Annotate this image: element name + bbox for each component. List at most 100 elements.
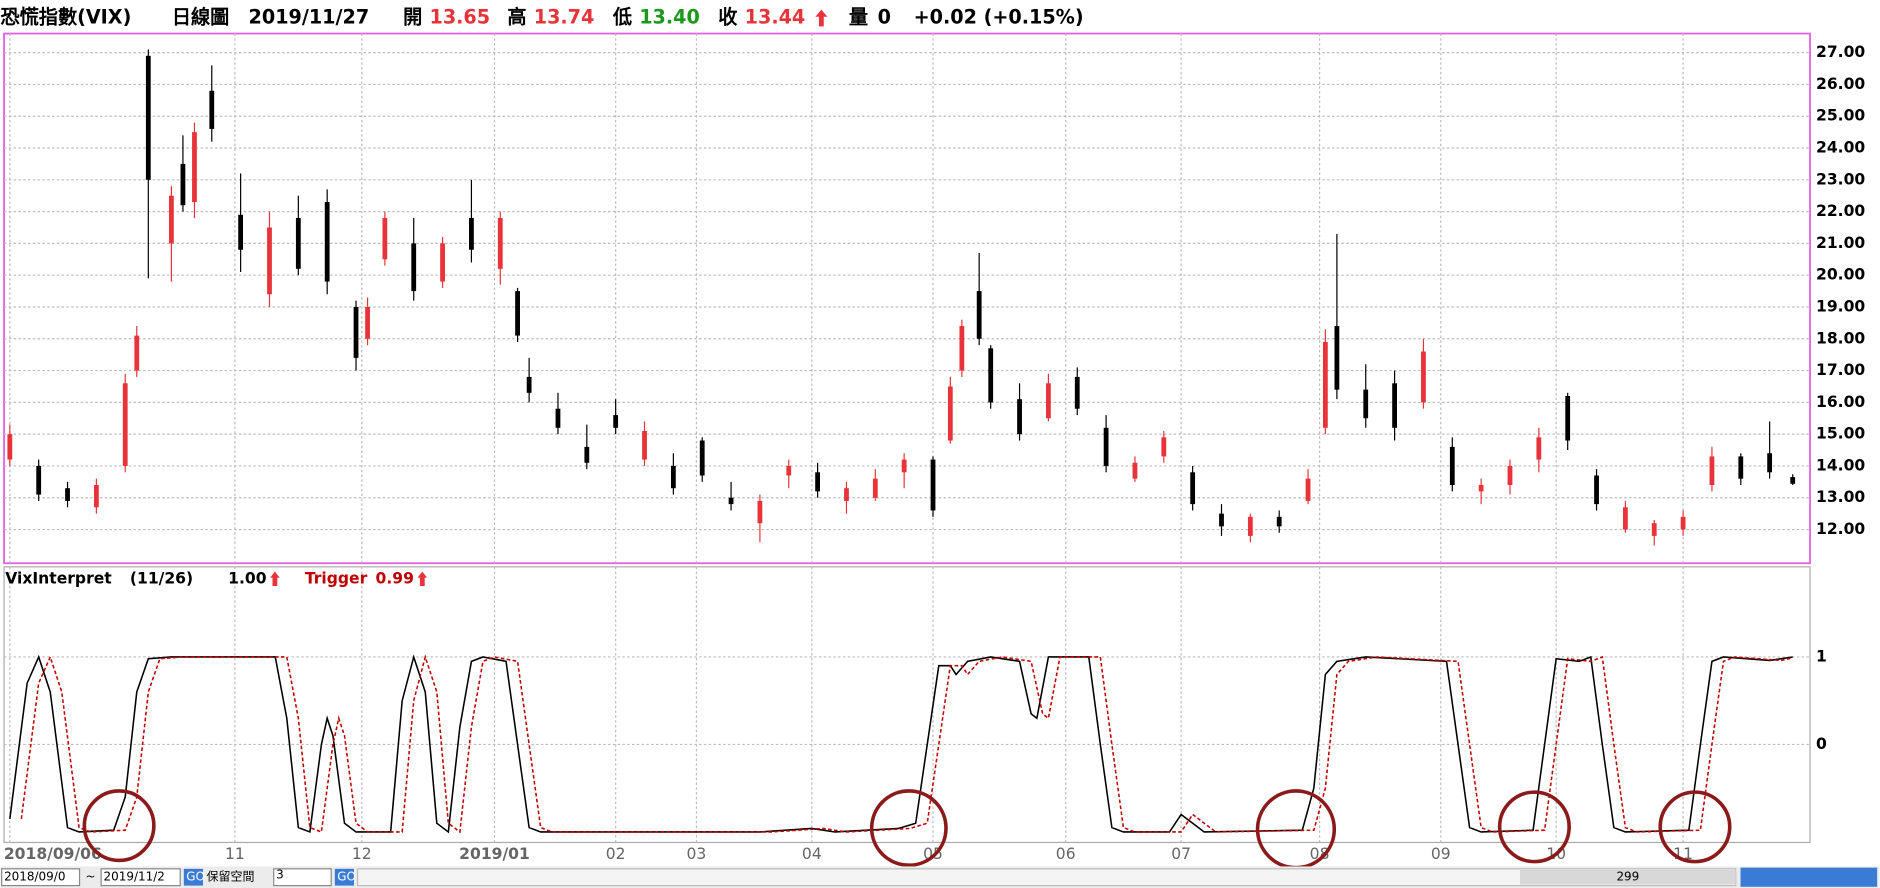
candle-body xyxy=(1738,456,1744,479)
date-from-text: 2018/09/0 xyxy=(4,870,65,884)
candle-body xyxy=(1046,383,1051,419)
highlight-circle xyxy=(1658,790,1732,864)
candle-body xyxy=(7,434,13,460)
go-text: GO xyxy=(337,870,356,884)
period: 日線圖 xyxy=(172,5,229,28)
reserve-value: 3 xyxy=(276,867,284,881)
y-tick-label: 24.00 xyxy=(1816,139,1865,157)
candle-body xyxy=(238,214,244,250)
up-arrow xyxy=(815,9,828,27)
candle-body xyxy=(122,383,128,466)
candle-body xyxy=(324,202,330,282)
price-panel-border xyxy=(3,32,1811,565)
candle-body xyxy=(584,446,590,463)
indicator-line xyxy=(20,654,1793,834)
open-value: 13.65 xyxy=(429,5,490,28)
candle-body xyxy=(1190,472,1196,505)
date-from[interactable] xyxy=(1,868,81,887)
candle-body xyxy=(411,243,417,292)
indicator-line xyxy=(9,654,1793,834)
go-button[interactable] xyxy=(183,868,203,886)
candle-body xyxy=(1565,396,1571,441)
y-tick-label: 23.00 xyxy=(1816,170,1865,188)
close-value: 13.44 xyxy=(745,5,806,28)
legend-date: (11/26) xyxy=(130,569,193,587)
reserve-input[interactable] xyxy=(273,868,332,887)
candle-body xyxy=(1132,462,1138,479)
candle-body xyxy=(844,488,849,501)
open-label: 開 xyxy=(403,5,422,28)
y-tick-label: 16.00 xyxy=(1816,393,1865,411)
candle-body xyxy=(382,217,388,260)
y-tick-label: 20.00 xyxy=(1816,266,1865,284)
grid: 12.00 13.00 14.00 15.00 16.00 17.00 18.00 19.00… xyxy=(4,33,1865,863)
highlight-circle xyxy=(82,789,156,863)
x-tick-label: 06 xyxy=(1056,845,1076,863)
date-to-text: 2019/11/2 xyxy=(104,870,165,884)
y-tick-label: 13.00 xyxy=(1816,488,1865,506)
x-tick-label: 03 xyxy=(687,845,707,863)
candle-body xyxy=(947,386,953,441)
candle-body xyxy=(1709,456,1715,486)
x-tick-label: 12 xyxy=(352,845,372,863)
candle-body xyxy=(901,459,907,473)
candle-body xyxy=(1507,465,1513,486)
candle-body xyxy=(469,217,474,250)
candle-body xyxy=(670,465,676,489)
candle-body xyxy=(1478,485,1484,492)
y-tick-label: 0 xyxy=(1816,735,1827,753)
x-tick-label: 08 xyxy=(1310,845,1330,863)
x-tick-label: 2019/01 xyxy=(459,845,530,863)
low-value: 13.40 xyxy=(639,5,700,28)
candle-body xyxy=(36,465,42,495)
candle-body xyxy=(168,195,174,244)
scroll-thumb[interactable] xyxy=(1520,870,1736,885)
candle-body xyxy=(1334,326,1340,390)
y-tick-label: 12.00 xyxy=(1816,520,1865,538)
y-tick-label: 26.00 xyxy=(1816,75,1865,93)
highlight-circle xyxy=(1497,790,1571,864)
candle-body xyxy=(699,440,705,476)
candle-body xyxy=(1103,427,1109,466)
candle-body xyxy=(440,243,445,282)
candle-body xyxy=(728,497,734,505)
candle-body xyxy=(1790,477,1796,484)
reserve-label: 保留空間 xyxy=(207,870,255,884)
volume-value: 0 xyxy=(878,5,891,28)
marks xyxy=(7,49,1796,834)
date: 2019/11/27 xyxy=(249,5,370,28)
toolbar: 2018/09/0 ~ 2019/11/2 GO 保留空間 3 GO 299 xyxy=(0,866,1880,888)
candle-body xyxy=(180,163,186,206)
high-value: 13.74 xyxy=(534,5,595,28)
legend-value: 1.00 xyxy=(228,569,267,587)
candle-body xyxy=(209,90,215,129)
go-button[interactable] xyxy=(334,868,354,886)
nav-buttons[interactable] xyxy=(1740,867,1878,887)
date-to[interactable] xyxy=(100,868,181,887)
candle-body xyxy=(515,291,520,336)
candle-body xyxy=(1622,507,1628,530)
candle-body xyxy=(1219,513,1224,527)
candle-body xyxy=(786,465,792,476)
low-label: 低 xyxy=(612,5,632,28)
candle-body xyxy=(555,408,561,428)
y-tick-label: 25.00 xyxy=(1816,107,1865,125)
change: +0.02 (+0.15%) xyxy=(914,5,1084,28)
candle-body xyxy=(1017,399,1022,435)
candle-body xyxy=(1536,437,1542,460)
candle-body xyxy=(134,335,140,371)
candle-body xyxy=(1276,516,1282,527)
up-arrow xyxy=(417,571,428,587)
symbol: 恐慌指數(VIX) xyxy=(0,5,131,28)
candle-body xyxy=(1392,383,1397,428)
candle-body xyxy=(1247,516,1253,536)
y-tick-label: 21.00 xyxy=(1816,234,1865,252)
candle-body xyxy=(930,459,936,511)
go-text: GO xyxy=(186,870,205,884)
candle-body xyxy=(757,500,763,524)
candle-body xyxy=(192,132,197,203)
candle-body xyxy=(1594,475,1599,505)
candle-body xyxy=(1074,376,1080,409)
candle-body xyxy=(988,348,994,403)
